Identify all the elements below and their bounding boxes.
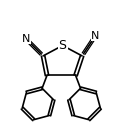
Text: N: N (22, 34, 30, 44)
Text: S: S (59, 39, 67, 52)
Text: N: N (91, 31, 100, 41)
